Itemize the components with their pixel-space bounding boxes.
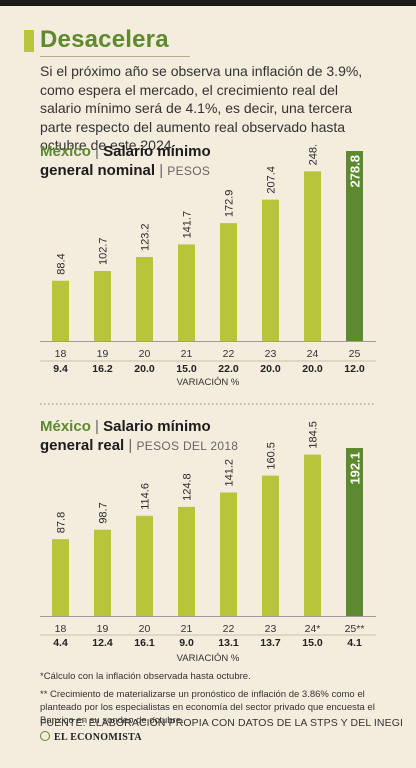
- chart2-title-country: México: [40, 418, 91, 435]
- chart2-value-label-24*: 184.5: [308, 421, 320, 449]
- chart2-bar-21: [178, 506, 195, 616]
- chart1-nominal-wage: 88.4 18 9.4 102.7 19 16.2 123.2 20 20.0 141.7 21 15…: [40, 145, 376, 388]
- chart1-variation-value-21: 15.0: [176, 363, 197, 375]
- chart1-title-line2: general nominal: [40, 162, 156, 179]
- chart2-title-unit: PESOS DEL 2018: [136, 439, 239, 453]
- chart2-variation-value-18: 4.4: [53, 637, 68, 649]
- chart1-variation-value-24: 20.0: [302, 363, 323, 375]
- top-border: [0, 0, 416, 6]
- chart2-variation-value-21: 9.0: [179, 637, 194, 649]
- chart1-value-label-24: 248.9: [308, 145, 320, 165]
- chart2-variation-value-22: 13.1: [218, 637, 239, 649]
- chart2-value-label-19: 98.7: [98, 502, 110, 523]
- chart1-bar-22: [220, 223, 237, 341]
- chart1-variation-value-18: 9.4: [53, 363, 68, 375]
- chart1-variation-value-23: 20.0: [260, 363, 281, 375]
- chart1-variation-axis-label: VARIACIÓN %: [177, 377, 240, 388]
- chart2-variation-value-20: 16.1: [134, 637, 155, 649]
- chart1-category-label-22: 22: [223, 348, 235, 360]
- chart2-title-separator-2: |: [128, 437, 133, 454]
- chart1-title-separator: |: [95, 143, 99, 160]
- chart2-value-label-20: 114.6: [140, 483, 152, 510]
- brand-logo: EL ECONOMISTA: [40, 731, 142, 743]
- chart2-variation-value-25**: 4.1: [347, 637, 362, 649]
- chart2-real-wage: 87.8 18 4.4 98.7 19 12.4 114.6 20 16.1 124.8 21 9.0…: [40, 403, 376, 664]
- chart2-title: México | Salario mínimo general real | P…: [40, 417, 238, 456]
- chart1-category-label-18: 18: [55, 348, 67, 360]
- chart1-bar-18: [52, 280, 69, 341]
- brand-name: EL ECONOMISTA: [54, 732, 142, 743]
- chart2-category-label-18: 18: [55, 623, 67, 635]
- chart1-value-label-20: 123.2: [140, 224, 152, 252]
- source-text: FUENTE: ELABORACIÓN PROPIA CON DATOS DE …: [40, 717, 403, 729]
- chart1-bar-21: [178, 244, 195, 341]
- chart1-category-label-23: 23: [265, 348, 277, 360]
- footnote-2: ** Crecimiento de materializarse un pron…: [40, 689, 375, 726]
- chart2-title-line2: general real: [40, 437, 125, 454]
- chart2-category-label-19: 19: [97, 623, 109, 635]
- chart2-category-label-22: 22: [223, 623, 235, 635]
- chart2-category-label-23: 23: [265, 623, 277, 635]
- chart1-bar-23: [262, 199, 279, 341]
- chart1-value-label-19: 102.7: [98, 237, 110, 265]
- chart1-value-label-18: 88.4: [56, 253, 68, 274]
- intro-text: Si el próximo año se observa una inflaci…: [40, 63, 363, 153]
- brand-circle-icon: [40, 731, 50, 741]
- chart2-value-label-21: 124.8: [182, 473, 194, 501]
- chart2-category-label-25**: 25**: [345, 623, 365, 635]
- title-accent-bar: [24, 30, 34, 52]
- chart1-category-label-21: 21: [181, 348, 193, 360]
- chart2-category-label-20: 20: [139, 623, 151, 635]
- chart1-value-label-22: 172.9: [224, 190, 236, 218]
- chart2-value-label-23: 160.5: [266, 442, 278, 470]
- chart1-category-label-25: 25: [349, 348, 361, 360]
- chart2-variation-axis-label: VARIACIÓN %: [177, 653, 240, 664]
- chart2-bar-24*: [304, 454, 321, 616]
- chart1-category-label-20: 20: [139, 348, 151, 360]
- chart2-bar-18: [52, 539, 69, 616]
- title-rule: [40, 56, 190, 57]
- chart1-value-label-21: 141.7: [182, 211, 194, 239]
- chart1-bar-19: [94, 271, 111, 341]
- chart1-title-unit: PESOS: [167, 164, 211, 178]
- chart2-title-line1: Salario mínimo: [103, 418, 211, 435]
- chart1-bar-20: [136, 257, 153, 341]
- chart2-bar-22: [220, 492, 237, 616]
- chart1-variation-value-19: 16.2: [92, 363, 113, 375]
- page-title: Desacelera: [40, 26, 169, 53]
- chart1-title: México | Salario mínimo general nominal …: [40, 142, 211, 181]
- chart1-variation-value-22: 22.0: [218, 363, 239, 375]
- chart2-category-label-21: 21: [181, 623, 193, 635]
- chart1-title-line1: Salario mínimo: [103, 143, 211, 160]
- chart2-bar-23: [262, 475, 279, 616]
- chart1-title-country: México: [40, 143, 91, 160]
- chart1-category-label-24: 24: [307, 348, 319, 360]
- chart1-value-label-25: 278.8: [348, 155, 363, 188]
- chart1-bar-24: [304, 171, 321, 341]
- chart2-value-label-22: 141.2: [224, 459, 236, 487]
- chart2-bar-20: [136, 515, 153, 616]
- chart1-value-label-23: 207.4: [266, 166, 278, 194]
- chart2-bar-25**: [346, 448, 363, 616]
- chart1-bar-25: [346, 151, 363, 341]
- chart1-variation-value-25: 12.0: [344, 363, 365, 375]
- chart2-variation-value-24*: 15.0: [302, 637, 323, 649]
- footnote-1: *Cálculo con la inflación observada hast…: [40, 671, 251, 682]
- chart2-variation-value-23: 13.7: [260, 637, 281, 649]
- chart1-title-separator-2: |: [159, 162, 164, 179]
- chart1-variation-value-20: 20.0: [134, 363, 155, 375]
- chart2-value-label-25**: 192.1: [348, 452, 363, 485]
- chart2-bar-19: [94, 529, 111, 616]
- chart2-variation-value-19: 12.4: [92, 637, 113, 649]
- chart2-value-label-18: 87.8: [56, 512, 68, 533]
- chart2-title-separator: |: [95, 418, 99, 435]
- chart2-category-label-24*: 24*: [305, 623, 321, 635]
- chart1-category-label-19: 19: [97, 348, 109, 360]
